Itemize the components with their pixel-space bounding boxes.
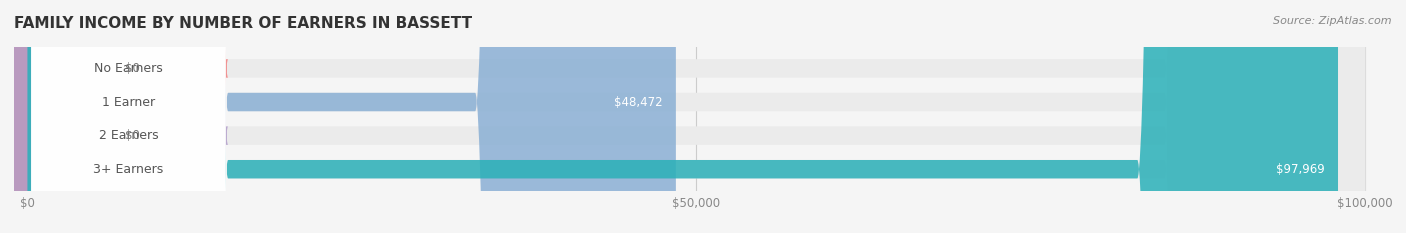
- Text: No Earners: No Earners: [94, 62, 163, 75]
- FancyBboxPatch shape: [28, 0, 1365, 233]
- FancyBboxPatch shape: [28, 0, 676, 233]
- FancyBboxPatch shape: [0, 0, 228, 233]
- Text: Source: ZipAtlas.com: Source: ZipAtlas.com: [1274, 16, 1392, 26]
- Text: 1 Earner: 1 Earner: [101, 96, 155, 109]
- FancyBboxPatch shape: [0, 0, 228, 233]
- Text: $97,969: $97,969: [1275, 163, 1324, 176]
- FancyBboxPatch shape: [28, 0, 1365, 233]
- Text: FAMILY INCOME BY NUMBER OF EARNERS IN BASSETT: FAMILY INCOME BY NUMBER OF EARNERS IN BA…: [14, 16, 472, 31]
- Text: 3+ Earners: 3+ Earners: [93, 163, 163, 176]
- FancyBboxPatch shape: [31, 0, 225, 233]
- Text: $0: $0: [125, 62, 141, 75]
- FancyBboxPatch shape: [28, 0, 1339, 233]
- FancyBboxPatch shape: [28, 0, 1365, 233]
- Text: $48,472: $48,472: [614, 96, 662, 109]
- FancyBboxPatch shape: [31, 0, 225, 233]
- Text: $0: $0: [125, 129, 141, 142]
- FancyBboxPatch shape: [28, 0, 1365, 233]
- Text: 2 Earners: 2 Earners: [98, 129, 159, 142]
- FancyBboxPatch shape: [31, 0, 225, 233]
- FancyBboxPatch shape: [31, 0, 225, 233]
